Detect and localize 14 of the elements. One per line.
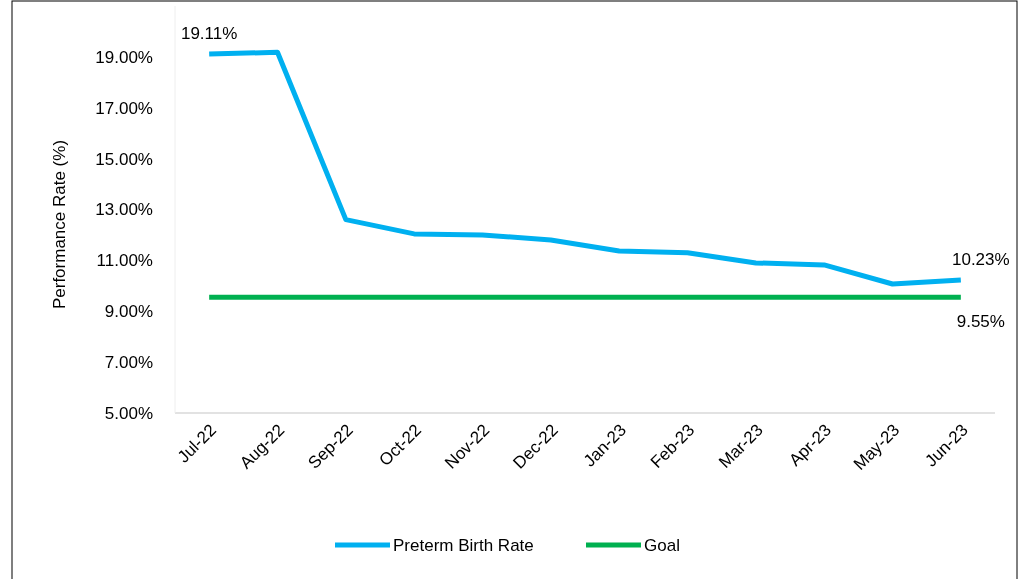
y-tick-label: 17.00% [95,98,153,118]
y-tick-label: 9.00% [104,302,153,322]
y-axis-title: Performance Rate (%) [50,139,69,310]
legend-label: Preterm Birth Rate [393,535,534,555]
y-tick-label: 13.00% [95,200,153,220]
data-label: 19.11% [180,24,238,44]
y-tick-label: 5.00% [104,403,153,423]
y-tick-label: 15.00% [95,149,153,169]
y-tick-label: 7.00% [104,353,153,373]
y-tick-label: 11.00% [96,251,153,271]
data-label: 9.55% [956,312,1005,332]
y-tick-label: 19.00% [95,47,153,67]
data-label: 10.23% [952,249,1010,269]
legend-label: Goal [644,535,680,555]
